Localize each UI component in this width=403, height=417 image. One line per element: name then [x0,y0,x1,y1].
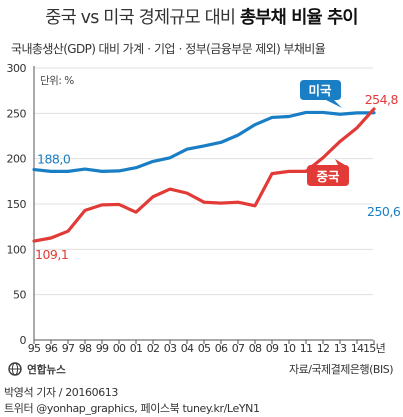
source-note: 자료/국제결제은행(BIS) [288,363,394,376]
data-label-china-start: 109,1 [35,247,68,262]
x-tick-label: 10 [283,342,296,355]
x-tick-label: 03 [164,342,177,355]
legend-badge-china [307,159,349,186]
x-tick-label: 01 [130,342,143,355]
globe-icon [8,362,22,376]
x-tick-label: 13 [334,342,347,355]
x-tick-label: 05 [198,342,211,355]
x-tick-label: 06 [215,342,228,355]
title-bold: 총부채 비율 추이 [240,8,358,28]
data-label-usa-end: 250,6 [367,204,401,219]
x-tick-label: 09 [266,342,279,355]
y-tick-label: 50 [13,289,26,302]
x-tick-label: 99 [96,342,109,355]
x-tick-label: 14 [351,342,364,355]
y-tick-label: 100 [7,243,27,256]
series-line-usa [32,110,376,173]
yonhap-logo: 연합뉴스 [8,358,66,377]
x-tick-label: 15년 [363,342,385,355]
x-tick-label: 11 [300,342,313,355]
y-tick-label: 250 [7,107,27,120]
data-label-china-end: 254,8 [365,92,399,107]
y-tick-label: 300 [7,62,27,75]
data-label-usa-start: 188,0 [37,152,71,167]
x-tick-label: 07 [232,342,245,355]
x-tick-label: 00 [113,342,126,355]
x-tick-label: 95 [28,342,41,355]
x-tick-label: 98 [79,342,92,355]
x-tick-label: 96 [45,342,58,355]
credit-reporter: 박영석 기자 / 20160613 [4,386,118,399]
legend-label-usa: 미국 [308,83,332,98]
y-tick-label: 0 [20,334,27,347]
credit-social: 트위터 @yonhap_graphics, 페이스북 tuney.kr/LeYN… [4,402,260,415]
y-tick-label: 150 [7,198,27,211]
x-tick-label: 04 [181,342,194,355]
title-regular: 중국 vs 미국 경제규모 대비 [45,8,236,28]
legend-badge-usa [300,80,342,108]
legend-label-china: 중국 [316,169,340,184]
x-tick-label: 02 [147,342,160,355]
chart-title: 중국 vs 미국 경제규모 대비 총부채 비율 추이 [0,4,403,29]
logo-text: 연합뉴스 [27,364,66,376]
x-tick-label: 97 [62,342,75,355]
x-tick-label: 12 [317,342,330,355]
chart-subtitle: 국내총생산(GDP) 대비 가계ㆍ기업ㆍ정부(금융부문 제외) 부채비율 [11,42,326,56]
x-tick-label: 08 [249,342,262,355]
y-tick-label: 200 [7,153,27,166]
unit-label: 단위: % [40,74,74,87]
